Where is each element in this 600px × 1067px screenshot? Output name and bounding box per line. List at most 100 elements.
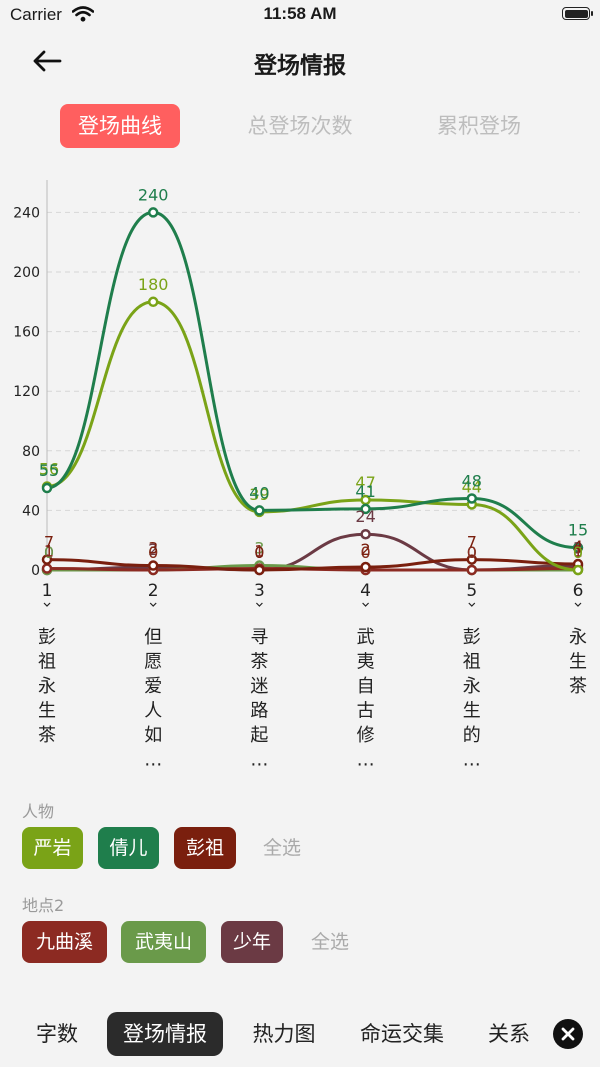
chevron-down-icon: [362, 602, 370, 607]
data-label: 0: [573, 543, 583, 562]
y-tick-label: 200: [13, 265, 40, 281]
y-tick-label: 240: [13, 205, 40, 221]
data-point: [147, 296, 159, 308]
data-label: 0: [44, 543, 54, 562]
data-label: 0: [361, 543, 371, 562]
data-label: 0: [467, 543, 477, 562]
chevron-down-icon: [43, 602, 51, 607]
y-tick-label: 120: [13, 384, 40, 400]
back-button[interactable]: [30, 46, 64, 76]
x-category-name: 武夷自古修…: [357, 627, 375, 771]
data-label: 0: [467, 543, 477, 562]
filter-chip-place-3[interactable]: 少年: [221, 921, 283, 963]
places-filter-label: 地点2: [22, 896, 65, 915]
x-tick-label: 4: [360, 581, 371, 601]
data-label: 0: [254, 543, 264, 562]
data-point: [360, 528, 371, 540]
chevron-down-icon: [468, 602, 476, 607]
data-label: 3: [254, 539, 264, 558]
data-label: 180: [138, 275, 169, 294]
data-point: [360, 561, 371, 573]
data-label: 40: [249, 483, 269, 502]
wifi-icon: [71, 6, 95, 26]
filter-chip-person-3[interactable]: 彭祖: [174, 827, 236, 869]
people-filter-label: 人物: [22, 802, 55, 821]
status-bar: Carrier 11:58 AM: [0, 0, 600, 32]
data-label: 47: [355, 473, 375, 492]
bottom-tab-appearance[interactable]: 登场情报: [107, 1012, 223, 1056]
y-tick-label: 160: [13, 325, 40, 341]
data-point: [466, 564, 478, 576]
close-button[interactable]: [553, 1019, 583, 1049]
data-label: 1: [573, 542, 583, 561]
data-point: [147, 560, 159, 571]
data-label: 39: [249, 485, 269, 504]
y-tick-label: 0: [31, 563, 40, 579]
data-label: 2: [148, 540, 158, 559]
data-label: 3: [573, 539, 583, 558]
status-time: 11:58 AM: [263, 4, 337, 23]
data-label: 0: [254, 543, 264, 562]
tab-total-appearances[interactable]: 总登场次数: [247, 114, 353, 138]
chevron-down-icon: [255, 602, 263, 607]
data-label: 240: [138, 185, 169, 204]
tab-appearance-curve[interactable]: 登场曲线: [60, 104, 180, 148]
data-point: [466, 493, 478, 504]
bottom-tab-relations[interactable]: 关系: [488, 1022, 530, 1046]
data-label: 0: [573, 543, 583, 562]
data-label: 3: [148, 539, 158, 558]
x-tick-label: 5: [466, 581, 477, 601]
data-label: 56: [39, 460, 59, 479]
data-label: 0: [148, 543, 158, 562]
bottom-tab-bar: 字数 登场情报 热力图 命运交集 关系: [0, 1010, 600, 1062]
data-point: [572, 564, 584, 576]
data-point: [41, 563, 53, 574]
series-line: [46, 210, 579, 550]
data-point: [41, 554, 53, 565]
page-title: 登场情报: [254, 53, 346, 79]
filter-chip-place-2[interactable]: 武夷山: [121, 921, 206, 963]
data-label: 48: [462, 471, 482, 490]
x-tick-label: 3: [254, 581, 265, 601]
data-label: 0: [361, 543, 371, 562]
data-label: 15: [568, 521, 588, 540]
data-label: 24: [355, 507, 375, 526]
data-point: [572, 542, 584, 553]
data-point: [147, 207, 159, 218]
data-label: 1: [254, 542, 264, 561]
bottom-tab-fate-intersection[interactable]: 命运交集: [360, 1022, 444, 1046]
data-label: 7: [44, 533, 54, 552]
x-tick-label: 1: [42, 581, 53, 601]
y-tick-label: 40: [22, 503, 40, 519]
data-point: [254, 564, 265, 576]
filter-chip-person-1[interactable]: 严岩: [22, 827, 83, 869]
data-label: 0: [467, 543, 477, 562]
x-tick-label: 6: [573, 581, 584, 601]
data-label: 4: [573, 537, 583, 556]
arrow-left-icon: [33, 50, 62, 72]
data-point: [466, 554, 478, 565]
filter-chip-place-1[interactable]: 九曲溪: [22, 921, 107, 963]
data-label: 2: [361, 540, 371, 559]
x-category-name: 但愿爱人如…: [144, 627, 162, 771]
x-tick-label: 2: [148, 581, 159, 601]
chevron-down-icon: [574, 602, 582, 607]
chart-type-tabs: 登场曲线 总登场次数 累积登场: [0, 104, 600, 148]
filter-chip-person-2[interactable]: 倩儿: [98, 827, 159, 869]
close-icon: [561, 1027, 575, 1041]
x-category-name: 彭祖永生的…: [463, 627, 481, 771]
tab-cumulative-appearances[interactable]: 累积登场: [437, 114, 521, 138]
x-category-name: 永生茶: [569, 627, 587, 697]
bottom-tab-word-count[interactable]: 字数: [36, 1022, 78, 1046]
bottom-tab-heatmap[interactable]: 热力图: [252, 1022, 316, 1046]
data-label: 0: [44, 543, 54, 562]
appearance-line-chart: 040801201602002401彭祖永生茶2但愿爱人如…3寻茶迷路起…4武夷…: [13, 180, 588, 771]
places-select-all-button[interactable]: 全选: [310, 931, 349, 953]
x-category-name: 寻茶迷路起…: [250, 627, 268, 771]
carrier-label: Carrier: [10, 5, 62, 24]
battery-icon: [562, 7, 593, 20]
chevron-down-icon: [149, 602, 157, 607]
people-select-all-button[interactable]: 全选: [262, 837, 301, 859]
data-label: 44: [462, 477, 482, 496]
data-label: 7: [467, 533, 477, 552]
